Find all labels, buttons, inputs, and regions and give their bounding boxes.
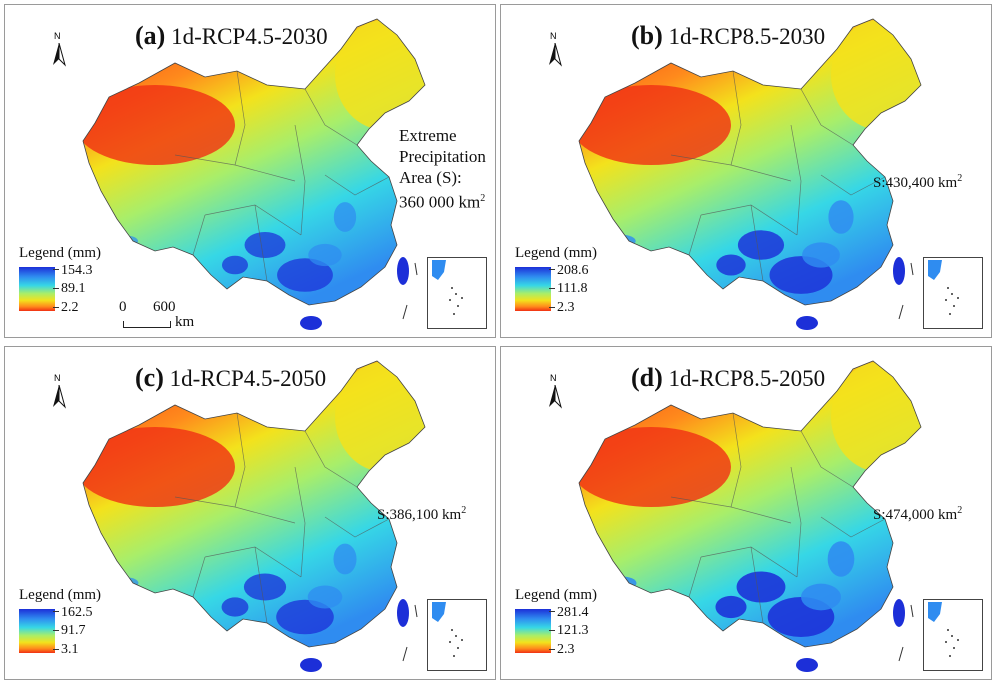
taiwan-island (397, 599, 409, 627)
legend-tick (53, 630, 59, 631)
legend-tick (549, 630, 555, 631)
country-outline (578, 360, 922, 648)
legend-tick (549, 649, 555, 650)
extreme-area-annotation: S:386,100 km2 (377, 505, 466, 524)
legend-title: Legend (mm) (19, 245, 102, 261)
legend-mid: 91.7 (61, 623, 86, 638)
north-label: N (550, 373, 557, 383)
area-line: Precipitation (399, 147, 486, 166)
north-arrow-icon: N (49, 373, 69, 413)
north-label: N (550, 31, 557, 41)
legend-tick (549, 611, 555, 612)
legend-max: 281.4 (557, 605, 589, 620)
area-line: Area (S): (399, 168, 462, 187)
taiwan-island (893, 257, 905, 285)
panel-a: (a) 1d-RCP4.5-2030 N Extreme Precipitati… (4, 4, 496, 338)
legend-tick (549, 288, 555, 289)
panel-d: (d) 1d-RCP8.5-2050 N S:474,000 km2 Legen… (500, 346, 992, 680)
extreme-area-annotation: S:474,000 km2 (873, 505, 962, 524)
extreme-area-annotation: S:430,400 km2 (873, 173, 962, 192)
legend-title: Legend (mm) (515, 587, 598, 603)
south-china-sea-inset (923, 257, 983, 329)
legend-title: Legend (mm) (19, 587, 102, 603)
area-exponent: 2 (480, 193, 486, 204)
precipitation-map-b (578, 18, 922, 330)
area-exponent: 2 (461, 505, 467, 516)
north-label: N (54, 31, 61, 41)
legend-tick (53, 307, 59, 308)
legend-tick (53, 611, 59, 612)
legend-tick (549, 307, 555, 308)
north-arrow-icon: N (545, 31, 565, 71)
taiwan-island (397, 257, 409, 285)
hainan-island (300, 658, 322, 672)
legend-color-ramp (515, 267, 551, 311)
legend-color-ramp (515, 609, 551, 653)
legend-tick (53, 269, 59, 270)
scenario-label: 1d-RCP8.5-2030 (668, 24, 826, 49)
scale-zero: 0 (119, 299, 127, 315)
north-label: N (54, 373, 61, 383)
hainan-island (300, 316, 322, 330)
south-china-sea-inset (427, 599, 487, 671)
legend-mid: 121.3 (557, 623, 589, 638)
area-value: S:430,400 km (873, 175, 958, 191)
panel-b: (b) 1d-RCP8.5-2030 N S:430,400 km2 Legen… (500, 4, 992, 338)
area-exponent: 2 (957, 505, 963, 516)
legend-min: 2.3 (557, 300, 575, 315)
area-line: Extreme (399, 126, 457, 145)
area-value: S:474,000 km (873, 507, 958, 523)
taiwan-island (893, 599, 905, 627)
panel-title: (d) 1d-RCP8.5-2050 (631, 363, 825, 393)
legend-max: 162.5 (61, 605, 93, 620)
legend-tick (53, 649, 59, 650)
legend-color-ramp (19, 609, 55, 653)
legend-title: Legend (mm) (515, 245, 598, 261)
mainland-surface (83, 361, 425, 647)
panel-letter: (c) (135, 363, 164, 392)
scale-bar: 0 600 km (119, 299, 229, 330)
country-outline (82, 360, 426, 648)
country-outline (578, 18, 922, 306)
hainan-island (796, 658, 818, 672)
legend-min: 2.3 (557, 642, 575, 657)
legend-min: 2.2 (61, 300, 79, 315)
legend-max: 208.6 (557, 263, 589, 278)
legend-tick (53, 288, 59, 289)
hainan-island (796, 316, 818, 330)
country-outline (82, 18, 426, 306)
panel-c: (c) 1d-RCP4.5-2050 N S:386,100 km2 Legen… (4, 346, 496, 680)
legend-mid: 111.8 (557, 281, 588, 296)
panel-title: (a) 1d-RCP4.5-2030 (135, 21, 328, 51)
area-exponent: 2 (957, 173, 963, 184)
legend-mid: 89.1 (61, 281, 86, 296)
area-line-value: 360 000 km2 (399, 188, 486, 213)
panel-letter: (d) (631, 363, 663, 392)
north-arrow-icon: N (545, 373, 565, 413)
scale-line (123, 321, 171, 328)
precipitation-map-a (82, 18, 426, 330)
scale-unit: km (175, 314, 195, 330)
scenario-label: 1d-RCP8.5-2050 (668, 366, 826, 391)
scale-distance: 600 (153, 299, 176, 315)
area-value: 360 000 km (399, 192, 481, 212)
north-arrow-icon: N (49, 31, 69, 71)
scenario-label: 1d-RCP4.5-2030 (171, 24, 328, 49)
legend-min: 3.1 (61, 642, 79, 657)
area-value: S:386,100 km (377, 507, 462, 523)
panel-title: (c) 1d-RCP4.5-2050 (135, 363, 326, 393)
precipitation-map-c (82, 360, 426, 672)
legend-tick (549, 269, 555, 270)
panel-letter: (a) (135, 21, 166, 50)
south-china-sea-inset (427, 257, 487, 329)
precipitation-map-d (578, 360, 922, 672)
panel-title: (b) 1d-RCP8.5-2030 (631, 21, 825, 51)
south-china-sea-inset (923, 599, 983, 671)
legend-max: 154.3 (61, 263, 93, 278)
scenario-label: 1d-RCP4.5-2050 (169, 366, 327, 391)
panel-letter: (b) (631, 21, 663, 50)
extreme-area-annotation: Extreme Precipitation Area (S): 360 000 … (399, 125, 486, 213)
legend-color-ramp (19, 267, 55, 311)
